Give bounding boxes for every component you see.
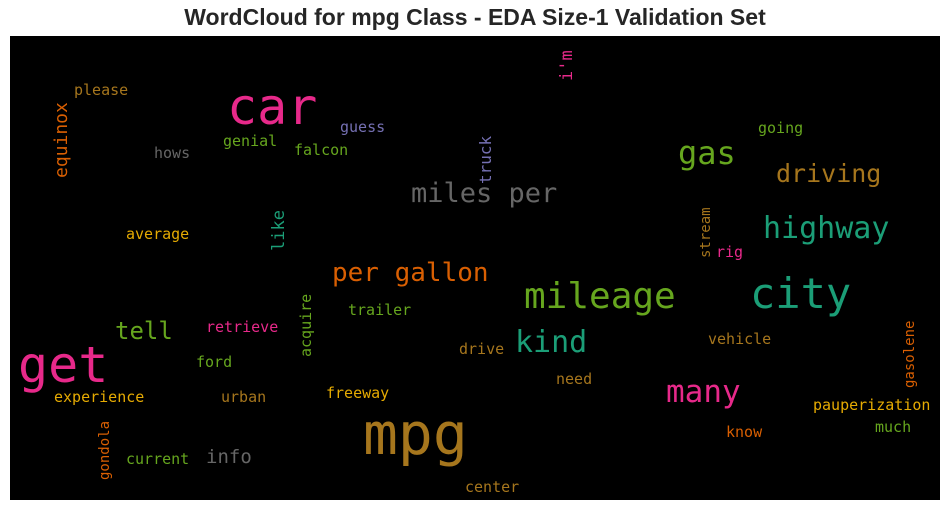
- word-rig: rig: [716, 243, 743, 261]
- word-drive: drive: [459, 340, 504, 358]
- word-per-gallon: per gallon: [332, 258, 489, 288]
- word-car: car: [227, 78, 317, 136]
- word-falcon: falcon: [294, 141, 348, 159]
- wordcloud-canvas: car get mpg city mileage miles per gas highway m…: [10, 36, 940, 500]
- word-know: know: [726, 423, 763, 441]
- wordcloud-svg: car get mpg city mileage miles per gas highway m…: [18, 50, 930, 496]
- word-urban: urban: [221, 388, 266, 406]
- word-miles-per: miles per: [411, 178, 557, 209]
- word-info: info: [206, 446, 252, 468]
- word-truck: truck: [476, 135, 495, 184]
- word-get: get: [18, 336, 108, 394]
- chart-title: WordCloud for mpg Class - EDA Size-1 Val…: [184, 4, 766, 30]
- word-gasolene: gasolene: [902, 321, 918, 388]
- word-mileage: mileage: [524, 276, 676, 317]
- word-freeway: freeway: [326, 384, 389, 402]
- word-mpg: mpg: [363, 400, 468, 468]
- word-stream: stream: [698, 207, 714, 258]
- word-like: like: [269, 210, 289, 251]
- word-acquire: acquire: [297, 294, 315, 357]
- word-genial: genial: [223, 132, 277, 150]
- word-equinox: equinox: [51, 102, 72, 178]
- word-i-m: i'm: [557, 50, 577, 81]
- word-pauperization: pauperization: [813, 396, 930, 414]
- word-highway: highway: [763, 211, 889, 246]
- word-experience: experience: [54, 388, 144, 406]
- word-driving: driving: [776, 159, 881, 188]
- word-many: many: [666, 374, 741, 410]
- word-going: going: [758, 119, 803, 137]
- word-gondola: gondola: [97, 421, 113, 480]
- word-gas: gas: [678, 134, 736, 172]
- word-hows: hows: [154, 144, 190, 162]
- word-retrieve: retrieve: [206, 318, 278, 336]
- word-need: need: [556, 370, 592, 388]
- word-vehicle: vehicle: [708, 330, 771, 348]
- word-trailer: trailer: [348, 301, 411, 319]
- word-center: center: [465, 478, 519, 496]
- word-tell: tell: [115, 317, 173, 345]
- word-much: much: [875, 418, 911, 436]
- word-guess: guess: [340, 118, 385, 136]
- word-please: please: [74, 81, 128, 99]
- word-kind: kind: [515, 325, 587, 360]
- word-current: current: [126, 450, 189, 468]
- word-average: average: [126, 225, 189, 243]
- word-city: city: [750, 269, 851, 318]
- word-ford: ford: [196, 353, 232, 371]
